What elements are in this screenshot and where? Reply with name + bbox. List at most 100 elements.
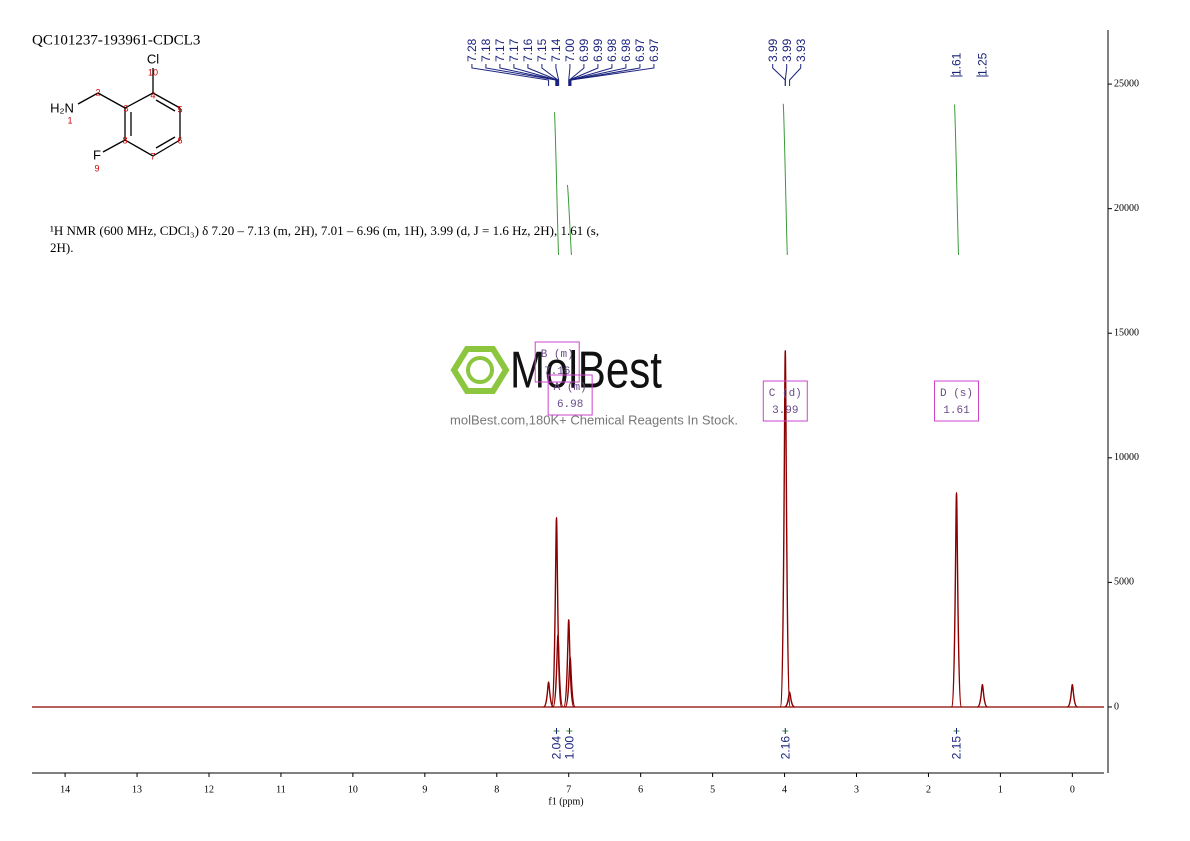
peak xyxy=(1066,683,1079,708)
peak-leader xyxy=(485,64,557,86)
atom-label: Cl xyxy=(147,51,159,66)
peak-label: 7.17 xyxy=(493,38,507,62)
x-tick-label: 5 xyxy=(710,784,715,795)
peak-leader xyxy=(541,64,559,86)
x-tick-label: 2 xyxy=(926,784,931,795)
peak xyxy=(563,619,575,708)
atom-number: 9 xyxy=(94,163,99,173)
peak-leader xyxy=(568,64,599,86)
integral-curve xyxy=(782,103,788,256)
atom-label: F xyxy=(93,147,101,162)
peak-label: 7.28 xyxy=(465,38,479,62)
peak-label: 3.93 xyxy=(794,38,808,62)
x-tick-label: 7 xyxy=(566,784,571,795)
y-tick-label: 10000 xyxy=(1114,452,1139,463)
peak-leader xyxy=(570,64,655,86)
atom-number: 1 xyxy=(67,115,72,125)
peak-label: 3.99 xyxy=(766,38,780,62)
y-tick-label: 0 xyxy=(1114,701,1119,712)
y-tick-label: 5000 xyxy=(1114,577,1134,588)
atom-numbers: 10 4 5 6 7 8 3 2 1 9 xyxy=(67,67,182,173)
x-tick-label: 6 xyxy=(638,784,643,795)
multiplet-name: D (s) xyxy=(940,388,973,400)
peak xyxy=(552,634,564,708)
peak-label: 6.99 xyxy=(591,38,605,62)
integral-label: 2.04 xyxy=(550,736,564,760)
peak-label: 6.99 xyxy=(577,38,591,62)
x-tick-label: 11 xyxy=(276,784,286,795)
integral-label: 2.15 xyxy=(950,736,964,760)
peak-leader xyxy=(555,64,560,86)
peak-label: 6.98 xyxy=(619,38,633,62)
peak-label: 3.99 xyxy=(780,38,794,62)
y-tick-label: 20000 xyxy=(1114,203,1139,214)
peak-leader xyxy=(569,64,627,86)
peak xyxy=(950,491,963,708)
peak xyxy=(779,349,791,708)
multiplet-box xyxy=(547,374,593,416)
logo-ring xyxy=(466,356,494,384)
peak-label: 7.17 xyxy=(507,38,521,62)
x-tick-label: 14 xyxy=(60,784,70,795)
peak-leader xyxy=(513,64,557,86)
multiplet-shift: 1.61 xyxy=(943,405,970,417)
peak-label: 7.18 xyxy=(479,38,493,62)
chart-title: QC101237-193961-CDCL3 xyxy=(32,32,200,48)
atom-number: 7 xyxy=(150,151,155,161)
x-tick-label: 3 xyxy=(854,784,859,795)
structure-atoms: Cl F H₂N xyxy=(50,51,159,162)
peak-label: 7.14 xyxy=(549,38,563,62)
tagline: molBest.com,180K+ Chemical Reagents In S… xyxy=(450,412,738,427)
multiplet-box xyxy=(934,380,980,422)
peak-label: 7.15 xyxy=(535,38,549,62)
watermark: MolBest molBest.com,180K+ Chemical Reage… xyxy=(450,342,738,428)
x-tick-label: 4 xyxy=(782,784,787,795)
atom-number: 3 xyxy=(123,103,128,113)
structure-bonds xyxy=(77,68,181,157)
integral-label: 1.00 xyxy=(563,736,577,760)
peak-leader xyxy=(772,64,786,86)
peak-leader xyxy=(568,64,571,86)
nmr-description: ¹H NMR (600 MHz, CDCl₃) δ 7.20 – 7.13 (m… xyxy=(50,223,600,255)
multiplet-name: C (d) xyxy=(769,388,802,400)
peak-label: 6.97 xyxy=(647,38,661,62)
peak-label: 7.00 xyxy=(563,38,577,62)
atom-number: 10 xyxy=(148,67,158,77)
peak-leader xyxy=(784,64,788,86)
multiplet-name: A (m) xyxy=(554,382,587,394)
peak xyxy=(976,683,989,708)
x-tick-label: 8 xyxy=(494,784,499,795)
integral-curve xyxy=(954,104,960,256)
x-tick-label: 10 xyxy=(348,784,358,795)
atom-number: 2 xyxy=(95,87,100,97)
peak-leader xyxy=(789,64,802,86)
x-tick-label: 0 xyxy=(1070,784,1075,795)
peak-label: 1.61 xyxy=(950,52,964,76)
multiplet-box xyxy=(534,341,580,383)
y-tick-label: 25000 xyxy=(1114,78,1139,89)
atom-number: 4 xyxy=(150,90,155,100)
multiplet-box xyxy=(762,380,808,422)
y-tick-label: 15000 xyxy=(1114,328,1139,339)
multiplet-shift: 3.99 xyxy=(772,405,798,417)
integral-curve xyxy=(553,112,559,256)
x-tick-label: 13 xyxy=(132,784,142,795)
integral-label: 2.16 xyxy=(778,736,792,760)
logo-hexagon xyxy=(450,346,510,394)
integral-curve xyxy=(566,184,572,256)
peak-label: 7.16 xyxy=(521,38,535,62)
x-tick-label: 1 xyxy=(998,784,1003,795)
multiplet-shift: 6.98 xyxy=(557,399,583,411)
atom-label: H₂N xyxy=(50,100,74,115)
peak xyxy=(784,691,795,708)
atom-number: 6 xyxy=(177,135,182,145)
multiplet-name: B (m) xyxy=(541,349,574,361)
peak xyxy=(564,656,576,708)
x-axis-label: f1 (ppm) xyxy=(548,796,583,807)
peak-label: 6.97 xyxy=(633,38,647,62)
peak-leader xyxy=(471,64,550,86)
peak xyxy=(542,681,555,708)
peak-label: 1.25 xyxy=(976,52,990,76)
